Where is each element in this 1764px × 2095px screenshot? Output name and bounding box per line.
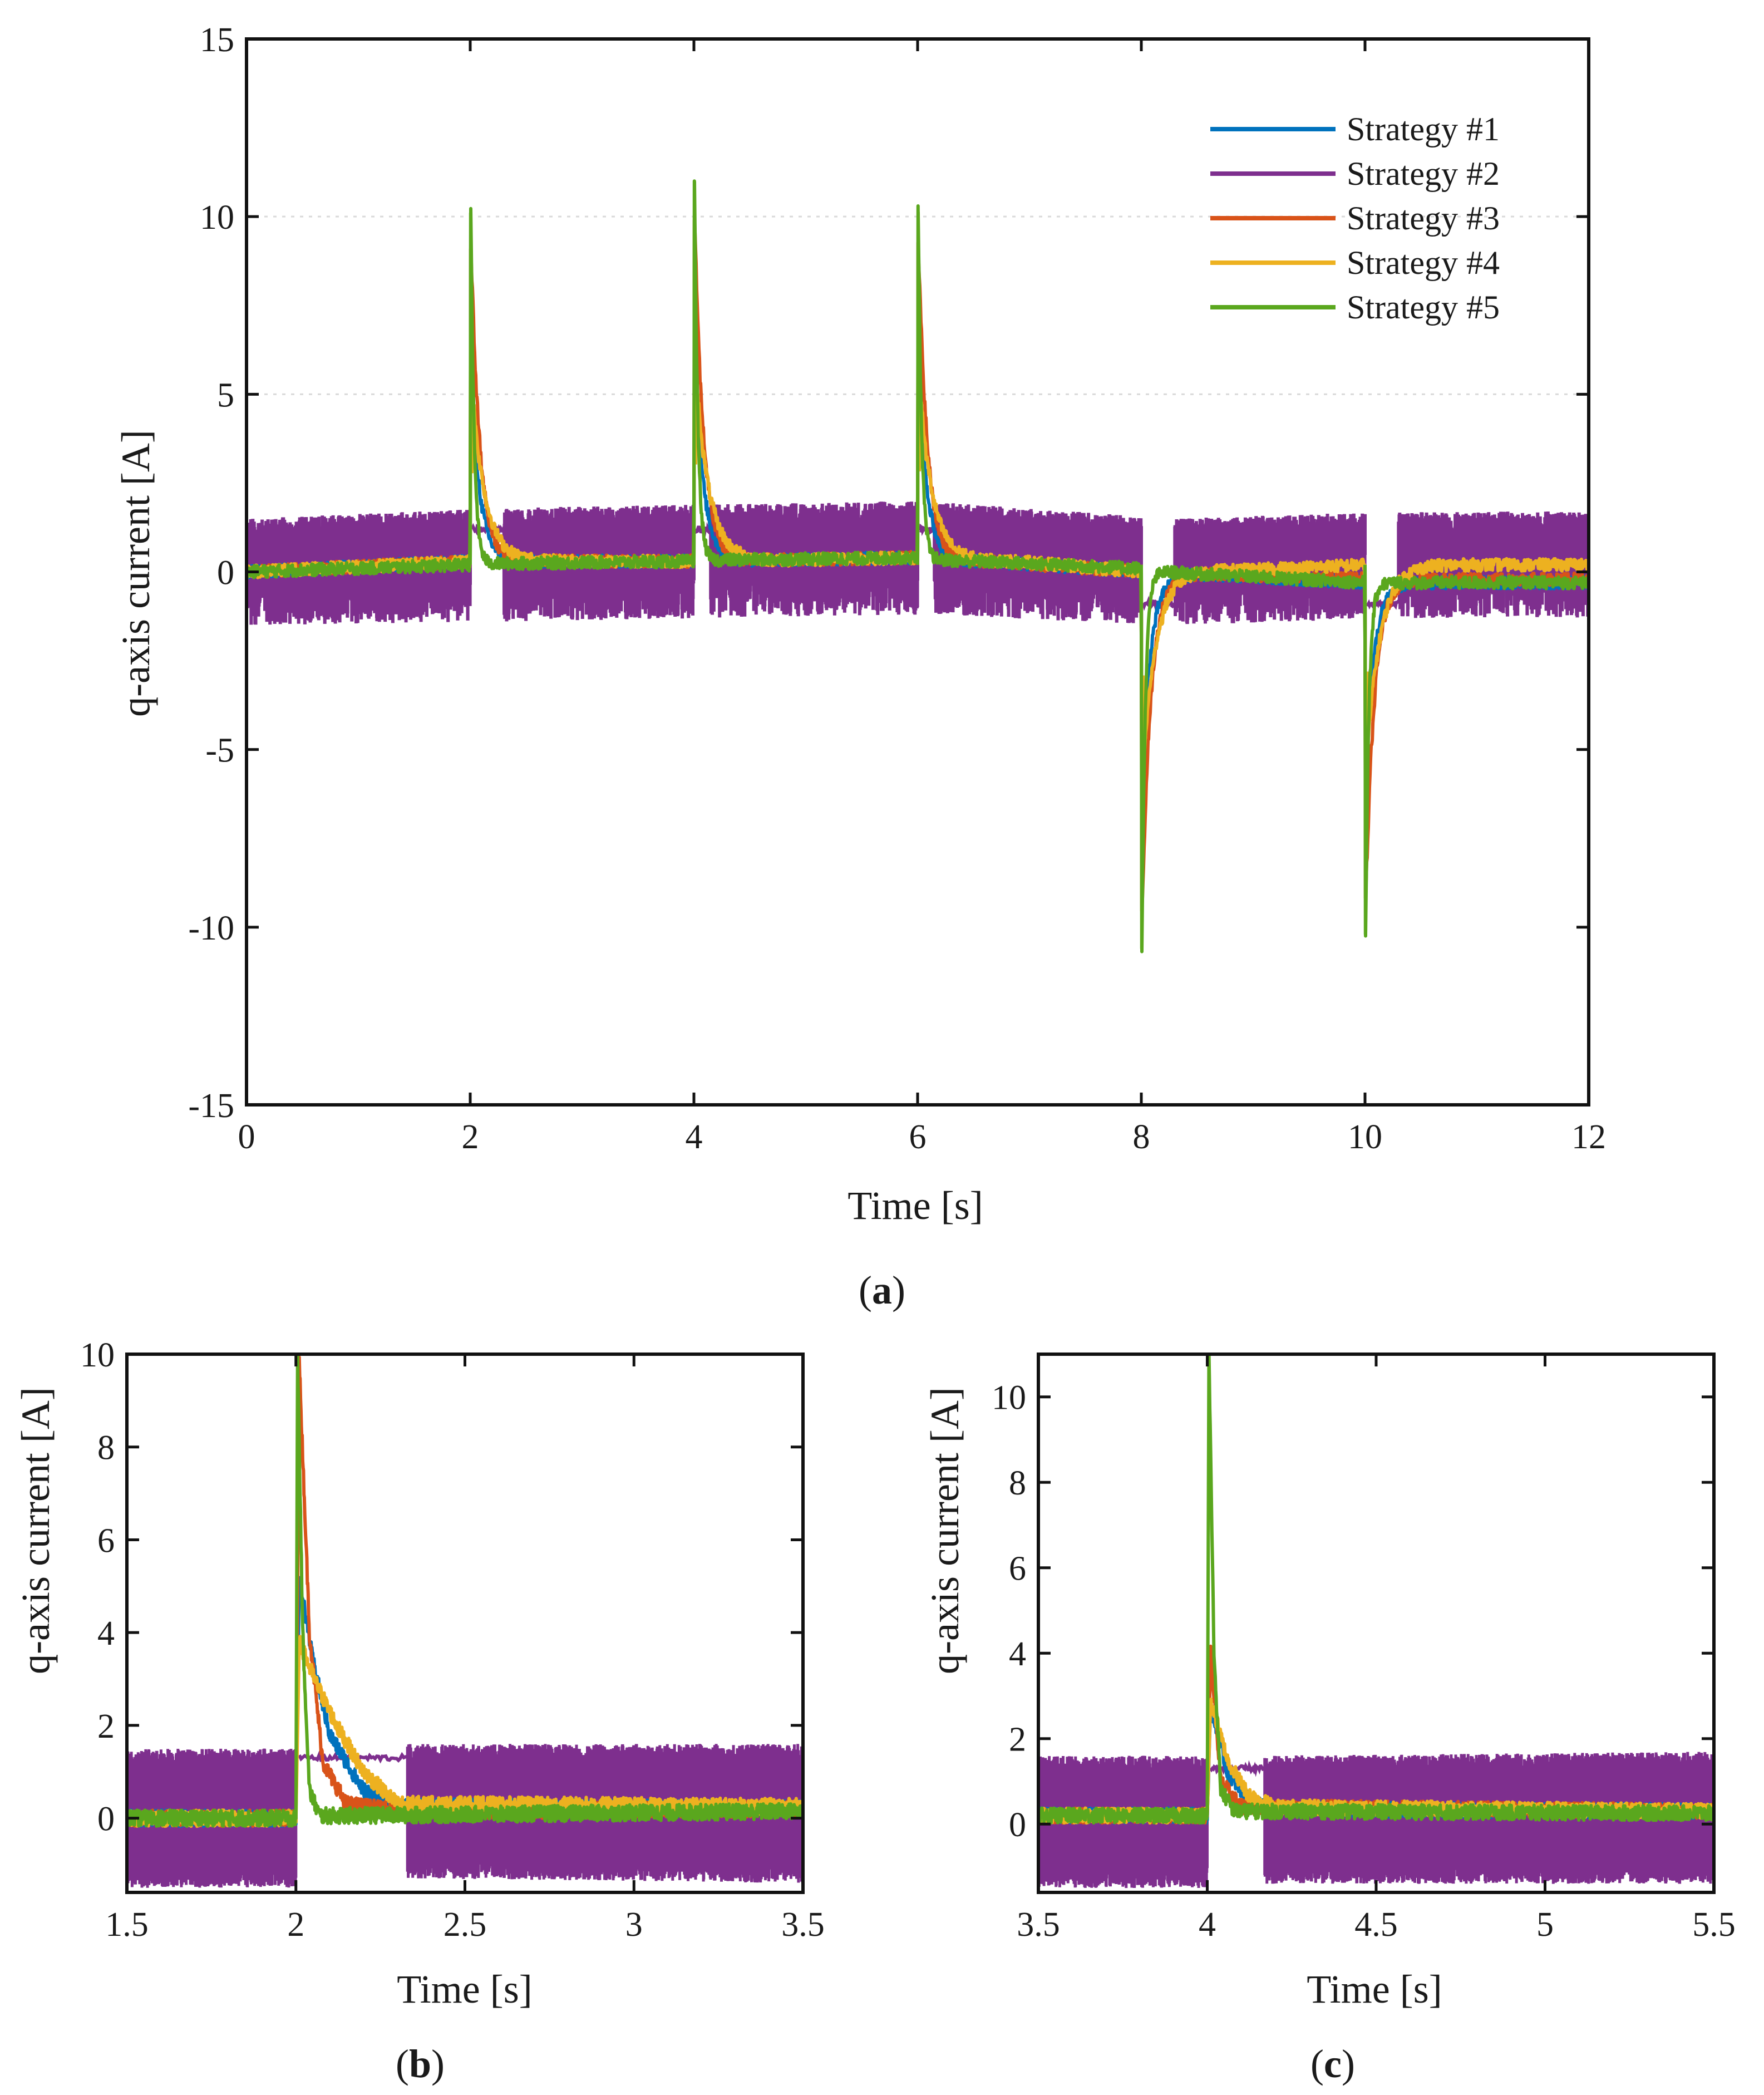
panel-c-letter: c (1324, 2042, 1342, 2086)
panel-b-xtick-label-0: 1.5 (105, 1906, 149, 1944)
panel-a-legend: Strategy #1 Strategy #2 Strategy #3 Strateg… (1210, 111, 1500, 326)
panel-c-ylabel: q-axis current [A] (923, 1387, 967, 1674)
panel-c-ytick-label-1: 2 (1009, 1721, 1026, 1759)
panel-a-ytick-label-6: 15 (200, 21, 234, 59)
panel-c-series-5 (1038, 1354, 1714, 1825)
panel-b-series-5 (127, 1354, 803, 1828)
panel-c-xtick-label-4: 5.5 (1692, 1906, 1736, 1944)
panel-c-xtick-label-0: 3.5 (1017, 1906, 1060, 1944)
panel-a-ytick-label-2: -5 (205, 732, 234, 770)
panel-b-ytick-label-2: 4 (97, 1615, 115, 1653)
panel-b-xtick-label-2: 2.5 (444, 1906, 487, 1944)
panel-b-ytick-label-4: 8 (97, 1429, 115, 1467)
panel-a-xtick-label-3: 6 (909, 1118, 927, 1156)
panel-c-xtick-label-3: 5 (1536, 1906, 1554, 1944)
panel-b-xlabel: Time [s] (397, 1967, 532, 2012)
legend-label-1: Strategy #1 (1347, 111, 1500, 147)
panel-b-caption: (b) (396, 2042, 445, 2086)
panel-a-ytick-label-4: 5 (217, 376, 234, 414)
panel-b-ytick-label-0: 0 (97, 1801, 115, 1838)
panel-a-series-2-band-5 (1397, 511, 1590, 618)
panel-a-xlabel: Time [s] (847, 1183, 983, 1228)
panel-c-xtick-label-1: 4 (1199, 1906, 1216, 1944)
panel-a-letter: a (872, 1268, 892, 1312)
panel-a-ytick-label-0: -15 (188, 1087, 234, 1125)
panel-a-xtick-label-1: 2 (462, 1118, 479, 1156)
panel-a-xtick-label-6: 12 (1571, 1118, 1606, 1156)
panel-b-plot-area (127, 1354, 803, 1888)
panel-b-letter: b (409, 2042, 431, 2086)
panel-c: 3.5 4 4.5 5 5.5 0 2 4 6 8 10 (992, 1353, 1736, 1944)
panel-b-xtick-label-3: 3 (625, 1906, 643, 1944)
panel-c-ytick-label-3: 6 (1009, 1550, 1026, 1588)
panel-a-ytick-label-5: 10 (200, 199, 234, 237)
panel-a-xtick-label-4: 8 (1133, 1118, 1150, 1156)
panel-c-ytick-label-5: 10 (992, 1379, 1026, 1417)
panel-b-xtick-label-1: 2 (287, 1906, 304, 1944)
panel-c-plot-area (1038, 1354, 1714, 1889)
panel-c-xtick-label-2: 4.5 (1354, 1906, 1398, 1944)
panel-b-ylabel: q-axis current [A] (13, 1387, 58, 1674)
legend-label-4: Strategy #4 (1347, 244, 1500, 281)
panel-c-xlabel: Time [s] (1307, 1967, 1442, 2012)
legend-label-3: Strategy #3 (1347, 200, 1500, 237)
panel-b-xtick-label-4: 3.5 (781, 1906, 825, 1944)
panel-b-ytick-label-5: 10 (80, 1336, 115, 1374)
panel-c-series-2-band-0 (1038, 1755, 1209, 1889)
panel-a-xtick-label-5: 10 (1348, 1118, 1382, 1156)
panel-a-ytick-label-1: -10 (188, 909, 234, 947)
panel-a-xtick-label-0: 0 (238, 1118, 255, 1156)
panel-c-ytick-label-4: 8 (1009, 1464, 1026, 1502)
panel-a-series-5 (245, 179, 1590, 953)
panel-c-ytick-label-2: 4 (1009, 1635, 1026, 1673)
panel-a-ytick-label-3: 0 (217, 554, 234, 592)
legend-label-5: Strategy #5 (1347, 289, 1500, 326)
panel-b: 1.5 2 2.5 3 3.5 0 2 4 6 8 10 (80, 1336, 825, 1944)
panel-a-series-2-band-3 (933, 503, 1143, 623)
panel-c-series-2-band-1 (1263, 1752, 1714, 1884)
legend-label-2: Strategy #2 (1347, 155, 1500, 192)
panel-b-ytick-label-3: 6 (97, 1522, 115, 1560)
panel-a-series-2-band-2 (709, 501, 919, 618)
panel-a-xtick-label-2: 4 (686, 1118, 703, 1156)
panel-a-ylabel: q-axis current [A] (114, 430, 158, 717)
panel-c-caption: (c) (1310, 2042, 1355, 2086)
panel-a-caption: (a) (859, 1268, 905, 1312)
panel-b-ytick-label-1: 2 (97, 1708, 115, 1745)
panel-c-ytick-label-0: 0 (1009, 1806, 1026, 1844)
